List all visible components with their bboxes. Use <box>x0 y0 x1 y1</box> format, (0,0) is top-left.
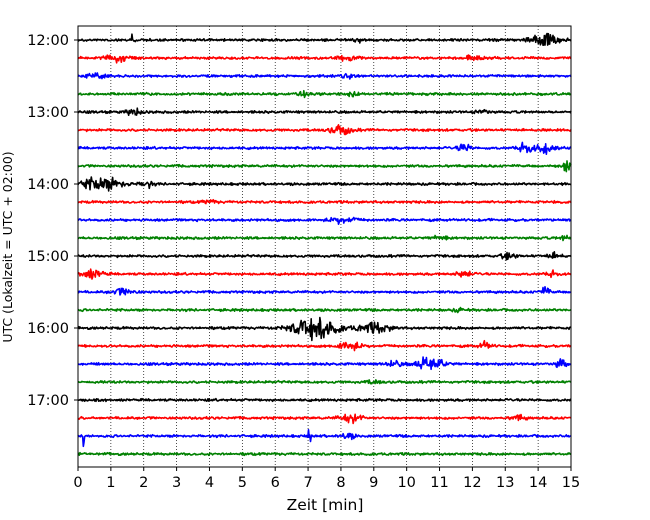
x-tick-label: 1 <box>106 475 115 491</box>
trace-line <box>77 339 572 352</box>
trace-line <box>77 216 572 225</box>
x-tick-label: 5 <box>238 475 247 491</box>
y-axis-label: UTC (Lokalzeit = UTC + 02:00) <box>0 151 15 342</box>
trace-line <box>77 268 572 280</box>
trace-line <box>77 141 572 156</box>
x-tick-label: 6 <box>271 475 280 491</box>
y-tick-label: 12:00 <box>27 33 69 49</box>
y-tick-label: 16:00 <box>27 321 69 337</box>
trace-line <box>77 72 572 80</box>
x-tick-label: 0 <box>73 475 82 491</box>
trace-line <box>77 107 572 117</box>
y-tick-label: 14:00 <box>27 177 69 193</box>
trace-line <box>77 176 572 192</box>
y-tick-label: 15:00 <box>27 249 69 265</box>
x-tick-label: 15 <box>562 475 580 491</box>
trace-line <box>77 397 572 403</box>
y-tick-label: 17:00 <box>27 393 69 409</box>
trace-line <box>77 316 572 342</box>
x-tick-label: 4 <box>205 475 214 491</box>
trace-line <box>77 198 572 205</box>
x-tick-label: 3 <box>172 475 181 491</box>
x-tick-label: 2 <box>139 475 148 491</box>
trace-line <box>77 356 572 371</box>
seismic-traces <box>77 32 572 457</box>
x-tick-label: 8 <box>336 475 345 491</box>
trace-line <box>77 124 572 136</box>
x-tick-label: 7 <box>303 475 312 491</box>
x-tick-label: 12 <box>463 475 481 491</box>
trace-line <box>77 32 572 47</box>
trace-line <box>77 413 572 425</box>
trace-line <box>77 251 572 261</box>
x-axis-ticks: 0 1 2 3 4 5 6 7 8 9 10 11 12 13 14 15 <box>73 467 580 491</box>
trace-line <box>77 234 572 242</box>
trace-line <box>77 285 572 296</box>
x-tick-label: 10 <box>397 475 415 491</box>
x-tick-label: 9 <box>369 475 378 491</box>
trace-line <box>77 54 572 64</box>
trace-line <box>77 451 572 457</box>
x-tick-label: 14 <box>529 475 547 491</box>
x-tick-label: 11 <box>430 475 448 491</box>
trace-line <box>77 89 572 99</box>
trace-line <box>77 306 572 314</box>
trace-line <box>77 160 572 173</box>
y-axis-ticks: 12:00 13:00 14:00 15:00 16:00 17:00 <box>27 33 78 409</box>
x-tick-label: 13 <box>496 475 514 491</box>
trace-line <box>77 379 572 385</box>
x-axis-label: Zeit [min] <box>287 496 364 514</box>
plot-frame <box>77 25 572 468</box>
y-tick-label: 13:00 <box>27 105 69 121</box>
trace-line <box>77 429 572 448</box>
